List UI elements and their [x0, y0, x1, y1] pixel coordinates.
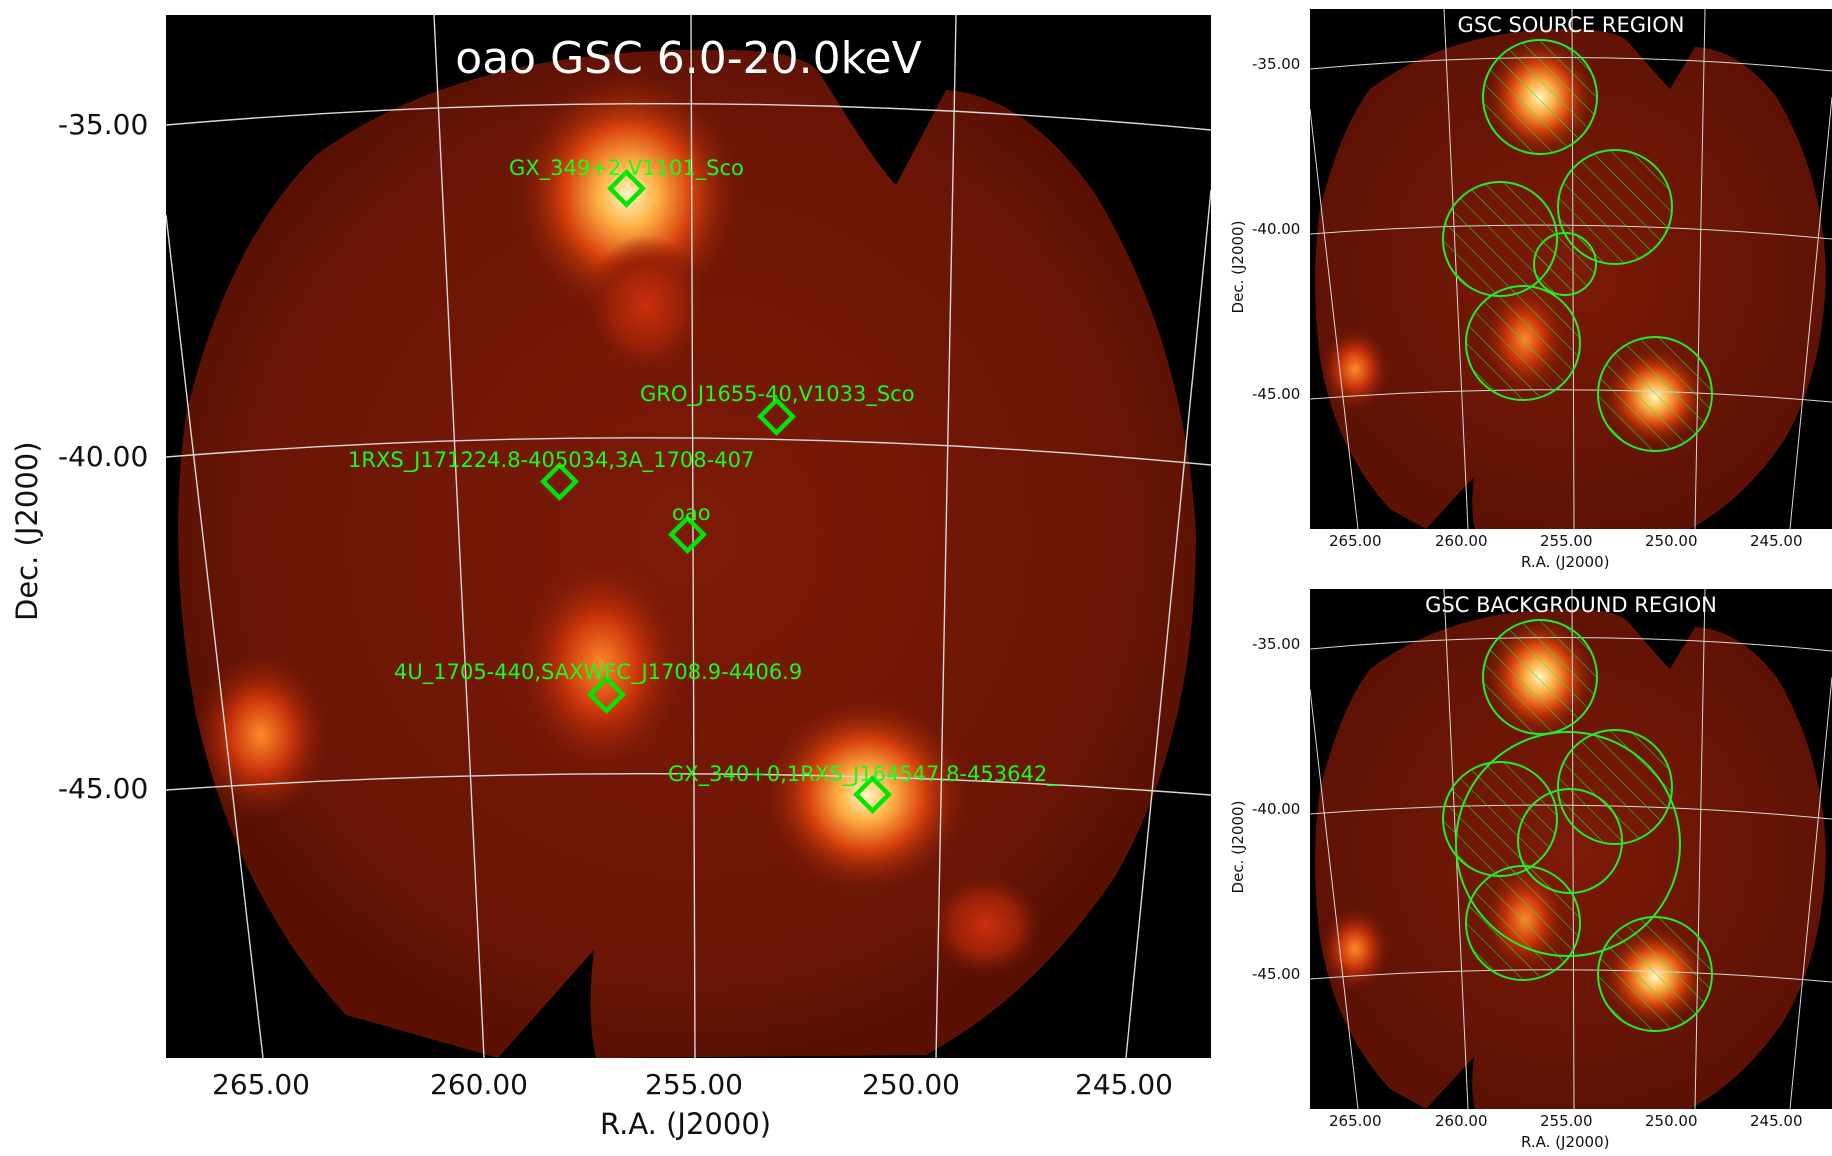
y-tick-label: -35.00	[58, 108, 149, 141]
source-markers	[540, 169, 892, 814]
y-tick-label: -45.00	[1252, 385, 1301, 403]
region-circle	[1482, 39, 1598, 155]
y-tick-label: -35.00	[1252, 635, 1301, 653]
main-title: oao GSC 6.0-20.0keV	[455, 33, 922, 84]
source-marker-1rxs1712	[540, 462, 579, 501]
x-tick-label: 265.00	[1329, 1112, 1382, 1130]
y-tick-label: -40.00	[1252, 800, 1301, 818]
source-label: GX_349+2,V1101_Sco	[509, 156, 744, 180]
region-circle	[1597, 336, 1713, 452]
region-circle	[1533, 232, 1597, 296]
coordinate-grid	[166, 15, 1211, 1058]
y-tick-label: -35.00	[1252, 55, 1301, 73]
region-circle	[1465, 865, 1581, 981]
x-tick-label: 250.00	[862, 1068, 960, 1101]
x-tick-label: 245.00	[1075, 1068, 1173, 1101]
source-label: oao	[672, 501, 711, 525]
source-region-title: GSC SOURCE REGION	[1457, 13, 1685, 37]
y-tick-label: -40.00	[1252, 220, 1301, 238]
source-label: GRO_J1655-40,V1033_Sco	[640, 382, 915, 406]
source-label: GX_340+0,1RXS_J164547.8-453642_	[668, 762, 1058, 786]
region-circle	[1465, 285, 1581, 401]
y-axis-label: Dec. (J2000)	[1229, 220, 1247, 314]
region-circle	[1557, 149, 1673, 265]
source-region-panel: GSC SOURCE REGION	[1310, 9, 1832, 529]
background-annulus-inner	[1517, 788, 1623, 894]
x-tick-label: 245.00	[1750, 1112, 1803, 1130]
background-regions	[1442, 619, 1713, 1032]
region-circle	[1557, 729, 1673, 845]
region-circle	[1442, 761, 1558, 877]
source-marker-gro1655	[757, 397, 796, 436]
background-annulus-outer	[1455, 731, 1681, 957]
source-marker-oao	[668, 515, 707, 554]
source-marker-gx340	[853, 775, 892, 814]
source-label: 1RXS_J171224.8-405034,3A_1708-407	[348, 448, 755, 472]
x-tick-label: 255.00	[645, 1068, 743, 1101]
x-tick-label: 265.00	[212, 1068, 310, 1101]
region-circle	[1597, 916, 1713, 1032]
x-tick-label: 260.00	[1435, 532, 1488, 550]
y-axis-label: Dec. (J2000)	[10, 441, 44, 621]
x-tick-label: 245.00	[1750, 532, 1803, 550]
source-marker-gx349	[607, 169, 646, 208]
main-image-panel: oao GSC 6.0-20.0keV GX_349+2,V1101_Sco G…	[166, 15, 1211, 1058]
region-circle	[1482, 619, 1598, 735]
background-region-title: GSC BACKGROUND REGION	[1425, 593, 1717, 617]
x-tick-label: 250.00	[1645, 532, 1698, 550]
y-axis-label: Dec. (J2000)	[1229, 800, 1247, 894]
main-image	[166, 15, 1211, 1058]
x-tick-label: 260.00	[430, 1068, 528, 1101]
source-regions	[1442, 39, 1713, 452]
x-axis-label: R.A. (J2000)	[600, 1107, 772, 1141]
background-region-panel: GSC BACKGROUND REGION	[1310, 589, 1832, 1109]
x-tick-label: 265.00	[1329, 532, 1382, 550]
source-marker-4u1705	[587, 675, 626, 714]
background-region-image	[1310, 589, 1832, 1109]
y-tick-label: -40.00	[58, 440, 149, 473]
y-tick-label: -45.00	[1252, 965, 1301, 983]
x-tick-label: 250.00	[1645, 1112, 1698, 1130]
x-tick-label: 255.00	[1540, 1112, 1593, 1130]
source-region-image	[1310, 9, 1832, 529]
x-axis-label: R.A. (J2000)	[1521, 1133, 1610, 1151]
x-tick-label: 260.00	[1435, 1112, 1488, 1130]
x-tick-label: 255.00	[1540, 532, 1593, 550]
source-label: 4U_1705-440,SAXWFC_J1708.9-4406.9	[394, 660, 803, 684]
x-axis-label: R.A. (J2000)	[1521, 553, 1610, 571]
y-tick-label: -45.00	[58, 772, 149, 805]
